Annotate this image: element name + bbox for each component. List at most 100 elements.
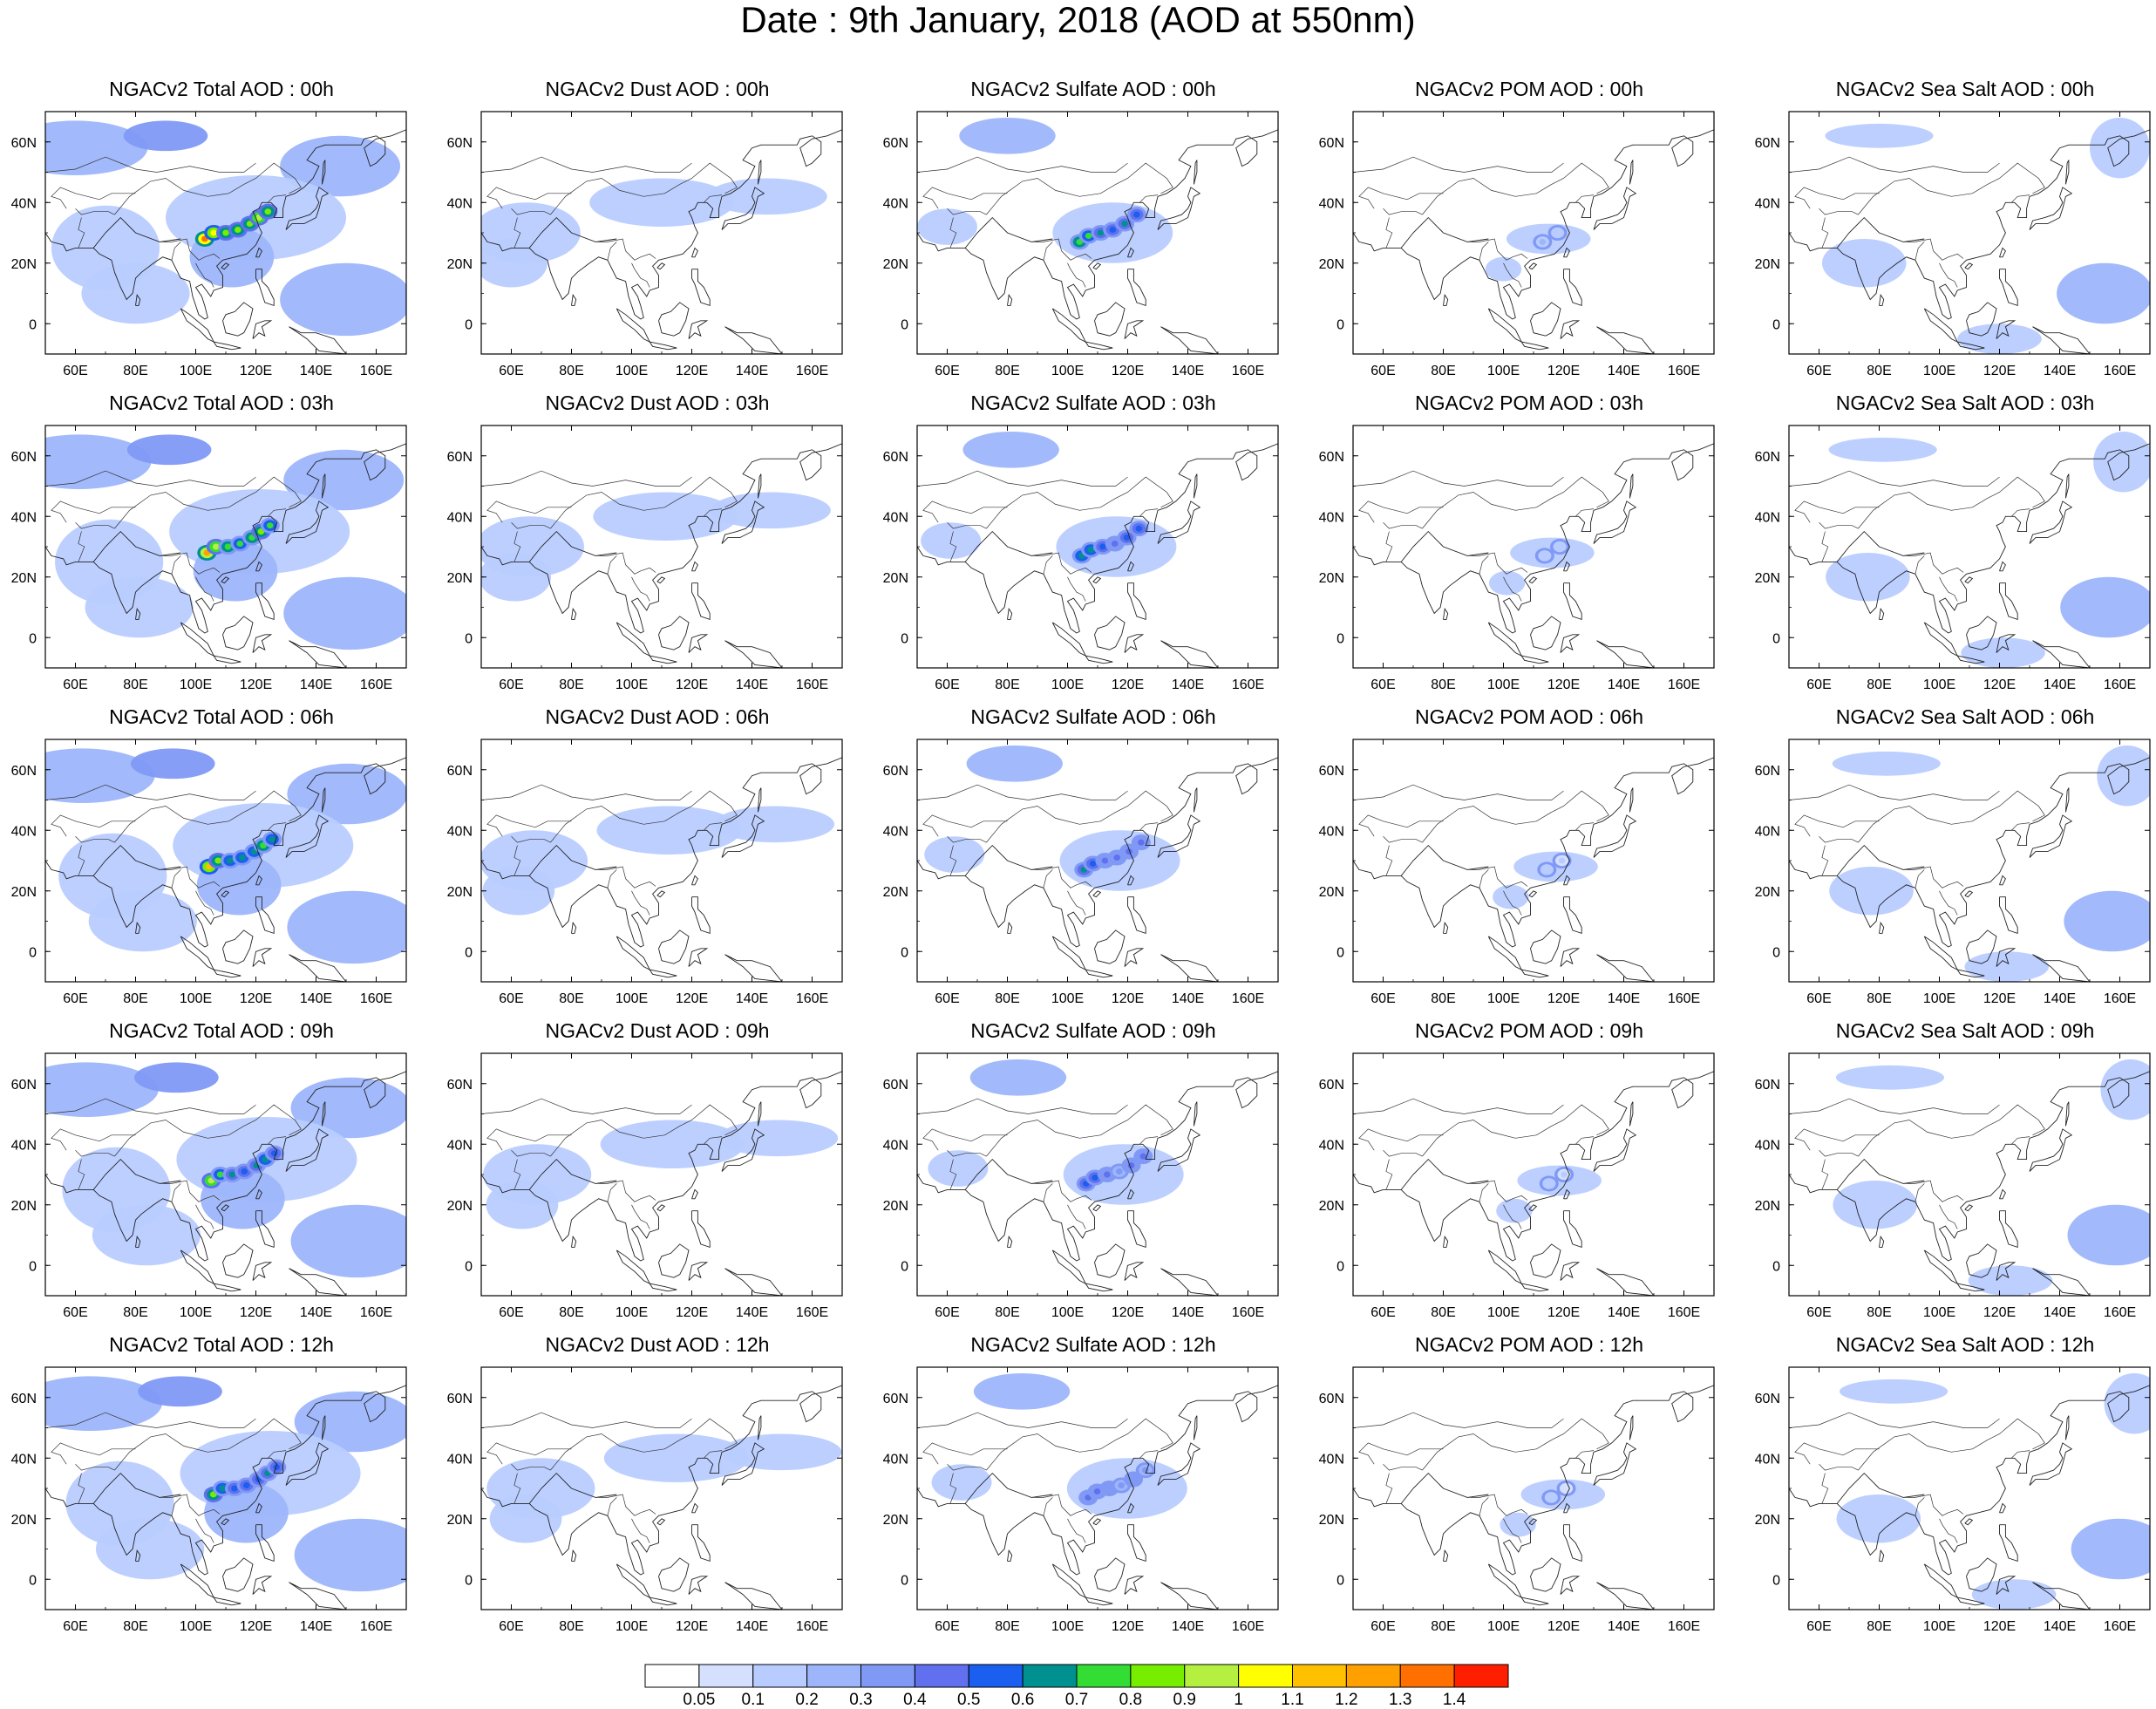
y-tick-label: 60N [1319, 764, 1344, 779]
coastline [1563, 582, 1582, 621]
map-plot: 60E 80E 100E 120E 140E 160E 60N 40N 20N 0 [1319, 739, 1715, 1006]
y-tick-label: 20N [11, 1199, 37, 1214]
coastline [1563, 1188, 1570, 1200]
colorbar-label: 0.2 [795, 1691, 819, 1709]
panel-title: NGACv2 Dust AOD : 03h [545, 392, 770, 414]
country-border [550, 162, 738, 215]
country-border [949, 1473, 957, 1504]
x-tick-label: 160E [2104, 1619, 2136, 1634]
coastline [1193, 787, 1198, 813]
x-tick-label: 120E [240, 1305, 272, 1320]
coastline [1353, 1385, 1714, 1576]
country-border [947, 1149, 987, 1157]
country-border [1789, 156, 2000, 173]
colorbar-swatch [644, 1664, 700, 1688]
aod-plume [1554, 229, 1561, 236]
country-border [268, 1450, 287, 1459]
coastline [1443, 1549, 1449, 1562]
country-border [1358, 500, 1444, 523]
coastline [528, 844, 617, 876]
aod-field [721, 1433, 842, 1471]
map-panel-total-3h: NGACv2 Total AOD : 03h 60E 80E 100E 120E 140E… [2, 392, 438, 706]
coastline [289, 1268, 347, 1296]
aod-field [1839, 1379, 1949, 1404]
coastline [2032, 1582, 2091, 1610]
x-tick-label: 80E [559, 1305, 583, 1320]
map-panel-dust-3h: NGACv2 Dust AOD : 03h 60E 80E 100E 120E 140E 1… [438, 392, 874, 706]
coastline [321, 787, 326, 813]
y-tick-label: 40N [11, 824, 37, 839]
coastline [721, 187, 765, 230]
x-tick-label: 60E [63, 1305, 87, 1320]
x-tick-label: 160E [2104, 991, 2136, 1006]
country-border [1467, 1494, 1528, 1516]
coastline [321, 160, 326, 185]
x-tick-label: 120E [676, 364, 708, 378]
country-border [1939, 576, 1958, 602]
country-border [78, 217, 85, 249]
country-border [511, 521, 551, 529]
coastline [917, 1385, 1278, 1576]
country-border [78, 1473, 85, 1504]
y-tick-label: 0 [29, 317, 37, 332]
aod-field [928, 1150, 989, 1187]
coastline [616, 936, 651, 971]
coastline [481, 1385, 842, 1576]
aod-field [201, 1168, 285, 1229]
coastline [1127, 561, 1134, 572]
country-border [171, 242, 181, 261]
country-border [1789, 470, 2000, 487]
coastline [1487, 1563, 1523, 1599]
aod-plume [227, 857, 234, 864]
country-border [631, 576, 650, 602]
coastline [721, 814, 765, 858]
x-tick-label: 140E [736, 364, 768, 378]
panel-title: NGACv2 Total AOD : 03h [109, 392, 334, 414]
country-border [1821, 217, 1829, 249]
country-border [1067, 890, 1086, 916]
map-plot: 60E 80E 100E 120E 140E 160E 60N 40N 20N 0 [883, 111, 1279, 378]
x-tick-label: 120E [1983, 364, 2016, 378]
map-plot: 60E 80E 100E 120E 140E 160E 60N 40N 20N 0 [11, 739, 407, 1006]
country-border [917, 470, 1128, 487]
coastline [2064, 1101, 2070, 1127]
y-tick-label: 60N [1319, 450, 1344, 465]
coastline [252, 634, 273, 653]
colorbar-label: 0.6 [1010, 1691, 1035, 1709]
x-tick-label: 160E [1232, 677, 1264, 692]
map-panel-seasalt-0h: NGACv2 Sea Salt AOD : 00h 60E 80E 100E 120E 1… [1745, 78, 2156, 392]
country-border [78, 531, 85, 562]
coastline [1193, 1101, 1198, 1127]
country-border [2011, 822, 2030, 831]
country-border [1385, 217, 1393, 249]
coastline [1127, 269, 1146, 307]
y-tick-label: 20N [447, 571, 473, 586]
coastline [1400, 844, 1489, 876]
country-border [1821, 1473, 1829, 1504]
coastline [571, 1549, 577, 1562]
x-tick-label: 60E [935, 991, 959, 1006]
aod-field [290, 1204, 406, 1278]
aod-plume [1543, 866, 1551, 873]
country-border [513, 1473, 521, 1504]
coastline [1956, 1597, 1985, 1606]
x-tick-label: 80E [559, 991, 583, 1006]
x-tick-label: 160E [360, 991, 392, 1006]
x-tick-label: 60E [1806, 364, 1831, 378]
colorbar [644, 1664, 1509, 1688]
coastline [691, 896, 711, 935]
aod-plume [1133, 211, 1140, 218]
colorbar-swatch [1184, 1664, 1240, 1688]
y-tick-label: 20N [883, 1199, 908, 1214]
map-panel-pom-6h: NGACv2 POM AOD : 06h 60E 80E 100E 120E 140E 16… [1309, 706, 1745, 1020]
colorbar-label: 0.5 [957, 1691, 981, 1709]
coastline [1353, 757, 1714, 948]
x-tick-label: 120E [1112, 1619, 1144, 1634]
y-tick-label: 40N [1319, 510, 1344, 525]
country-border [1575, 822, 1595, 831]
coastline [1999, 561, 2006, 572]
country-border [171, 1183, 181, 1202]
x-tick-label: 120E [1112, 364, 1144, 378]
coastline [917, 129, 1278, 320]
coastline [721, 500, 765, 544]
